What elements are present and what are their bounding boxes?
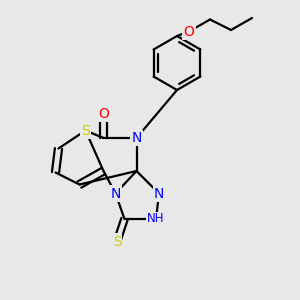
Text: N: N: [131, 131, 142, 145]
Text: O: O: [184, 25, 194, 38]
Text: S: S: [81, 124, 90, 137]
Text: O: O: [98, 107, 109, 121]
Text: N: N: [154, 187, 164, 200]
Text: S: S: [112, 235, 122, 248]
Text: NH: NH: [147, 212, 165, 226]
Text: N: N: [110, 187, 121, 200]
